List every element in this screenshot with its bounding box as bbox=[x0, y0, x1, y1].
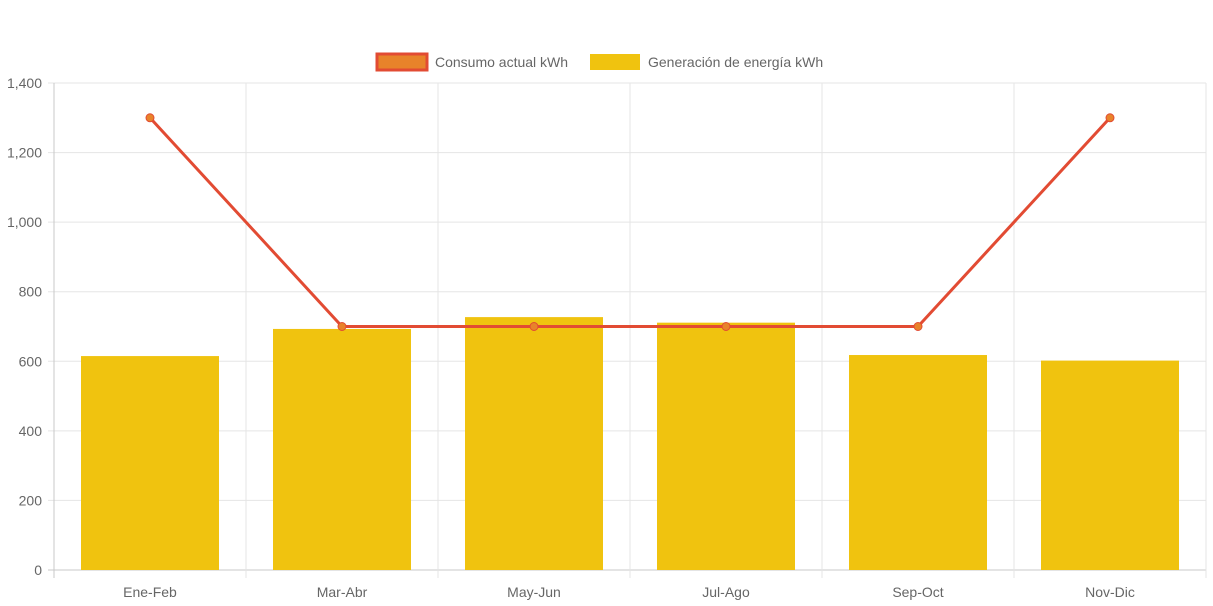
legend-swatch-generacion[interactable] bbox=[590, 54, 640, 70]
bar[interactable] bbox=[465, 317, 603, 570]
bar[interactable] bbox=[1041, 360, 1179, 570]
grid bbox=[48, 82, 1207, 578]
line-point[interactable] bbox=[721, 322, 731, 331]
line-point[interactable] bbox=[529, 322, 539, 331]
x-tick-label: Sep-Oct bbox=[892, 584, 943, 600]
bars bbox=[81, 317, 1179, 570]
line-point[interactable] bbox=[145, 113, 155, 123]
bar[interactable] bbox=[849, 355, 987, 570]
legend-label-generacion[interactable]: Generación de energía kWh bbox=[648, 54, 823, 70]
bar[interactable] bbox=[81, 356, 219, 570]
y-tick-label: 400 bbox=[19, 423, 43, 439]
x-axis: Ene-Feb Mar-Abr May-Jun Jul-Ago Sep-Oct Nov-D… bbox=[123, 584, 1135, 600]
line-series bbox=[145, 113, 1115, 331]
line-point[interactable] bbox=[1105, 113, 1115, 123]
line-point[interactable] bbox=[337, 322, 347, 331]
x-tick-label: Mar-Abr bbox=[317, 584, 368, 600]
x-tick-label: Nov-Dic bbox=[1085, 584, 1135, 600]
y-tick-label: 600 bbox=[19, 353, 43, 369]
y-tick-label: 1,000 bbox=[7, 214, 42, 230]
x-tick-label: Jul-Ago bbox=[702, 584, 750, 600]
y-tick-label: 800 bbox=[19, 284, 43, 300]
y-tick-label: 1,200 bbox=[7, 145, 42, 161]
y-tick-label: 200 bbox=[19, 492, 43, 508]
legend-label-consumo[interactable]: Consumo actual kWh bbox=[435, 54, 568, 70]
line-point[interactable] bbox=[913, 322, 923, 331]
y-axis: 0 200 400 600 800 1,000 1,200 1,400 bbox=[7, 75, 42, 578]
y-tick-label: 0 bbox=[34, 562, 42, 578]
bar[interactable] bbox=[273, 328, 411, 570]
x-tick-label: Ene-Feb bbox=[123, 584, 177, 600]
legend[interactable]: Consumo actual kWh Generación de energía… bbox=[375, 52, 823, 72]
line-path bbox=[148, 116, 1112, 328]
x-tick-label: May-Jun bbox=[507, 584, 561, 600]
bar[interactable] bbox=[657, 322, 795, 570]
y-tick-label: 1,400 bbox=[7, 75, 42, 91]
legend-swatch-consumo[interactable] bbox=[375, 52, 429, 72]
